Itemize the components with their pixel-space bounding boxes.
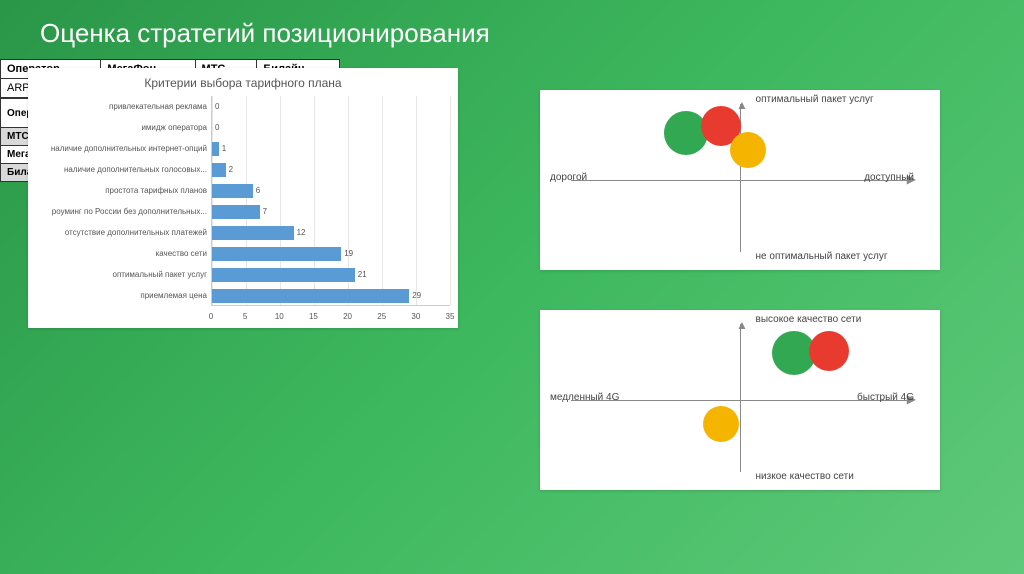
bar-row: 6: [212, 184, 450, 198]
bar-value: 0: [215, 123, 219, 132]
label-top: высокое качество сети: [756, 314, 862, 325]
x-tick: 15: [309, 312, 318, 321]
label-bottom: низкое качество сети: [756, 471, 854, 482]
x-tick: 25: [377, 312, 386, 321]
bar-value: 19: [344, 249, 353, 258]
x-tick: 5: [243, 312, 247, 321]
chart-title: Критерии выбора тарифного плана: [36, 76, 450, 90]
bar-value: 7: [263, 207, 267, 216]
bar-value: 12: [297, 228, 306, 237]
label-right: быстрый 4G: [857, 392, 914, 403]
chart-category-label: качество сети: [36, 243, 211, 264]
bar-value: 2: [229, 165, 233, 174]
x-tick: 35: [446, 312, 455, 321]
x-tick: 30: [411, 312, 420, 321]
x-tick: 10: [275, 312, 284, 321]
chart-category-label: наличие дополнительных голосовых...: [36, 159, 211, 180]
bar-row: 7: [212, 205, 450, 219]
bar-row: 1: [212, 142, 450, 156]
chart-category-label: привлекательная реклама: [36, 96, 211, 117]
axis-vertical: [740, 324, 741, 472]
x-tick: 20: [343, 312, 352, 321]
bar-chart: Критерии выбора тарифного плана привлека…: [28, 68, 458, 328]
chart-category-label: простота тарифных планов: [36, 180, 211, 201]
perceptual-map-2: ▶ ▲ высокое качество сети низкое качеств…: [540, 310, 940, 490]
chart-category-label: имидж оператора: [36, 117, 211, 138]
bar: [212, 142, 219, 156]
bar-row: 21: [212, 268, 450, 282]
bar-row: 0: [212, 121, 450, 135]
label-left: дорогой: [550, 172, 587, 183]
bar-value: 6: [256, 186, 260, 195]
label-left: медленный 4G: [550, 392, 619, 403]
chart-category-label: наличие дополнительных интернет-опций: [36, 138, 211, 159]
bar-row: 2: [212, 163, 450, 177]
map-dot: [703, 406, 739, 442]
chart-category-label: приемлемая цена: [36, 285, 211, 306]
chart-category-label: оптимальный пакет услуг: [36, 264, 211, 285]
perceptual-map-1: ▶ ▲ оптимальный пакет услуг не оптимальн…: [540, 90, 940, 270]
bar-row: 19: [212, 247, 450, 261]
map-dot: [809, 331, 849, 371]
bar-row: 0: [212, 100, 450, 114]
bar-row: 29: [212, 289, 450, 303]
x-tick: 0: [209, 312, 213, 321]
arrow-up-icon: ▲: [736, 98, 748, 112]
bar-row: 12: [212, 226, 450, 240]
label-bottom: не оптимальный пакет услуг: [756, 251, 888, 262]
label-top: оптимальный пакет услуг: [756, 94, 874, 105]
label-right: доступный: [864, 172, 914, 183]
bar-value: 1: [222, 144, 226, 153]
bar: [212, 163, 226, 177]
arrow-up-icon: ▲: [736, 318, 748, 332]
bar: [212, 205, 260, 219]
bar-value: 29: [412, 291, 421, 300]
bar: [212, 289, 409, 303]
chart-category-label: роуминг по России без дополнительных...: [36, 201, 211, 222]
bar: [212, 268, 355, 282]
bar: [212, 184, 253, 198]
bar: [212, 226, 294, 240]
chart-category-label: отсутствие дополнительных платежей: [36, 222, 211, 243]
bar-value: 0: [215, 102, 219, 111]
bar: [212, 247, 341, 261]
page-title: Оценка стратегий позиционирования: [0, 0, 1024, 59]
map-dot: [730, 132, 766, 168]
bar-value: 21: [358, 270, 367, 279]
